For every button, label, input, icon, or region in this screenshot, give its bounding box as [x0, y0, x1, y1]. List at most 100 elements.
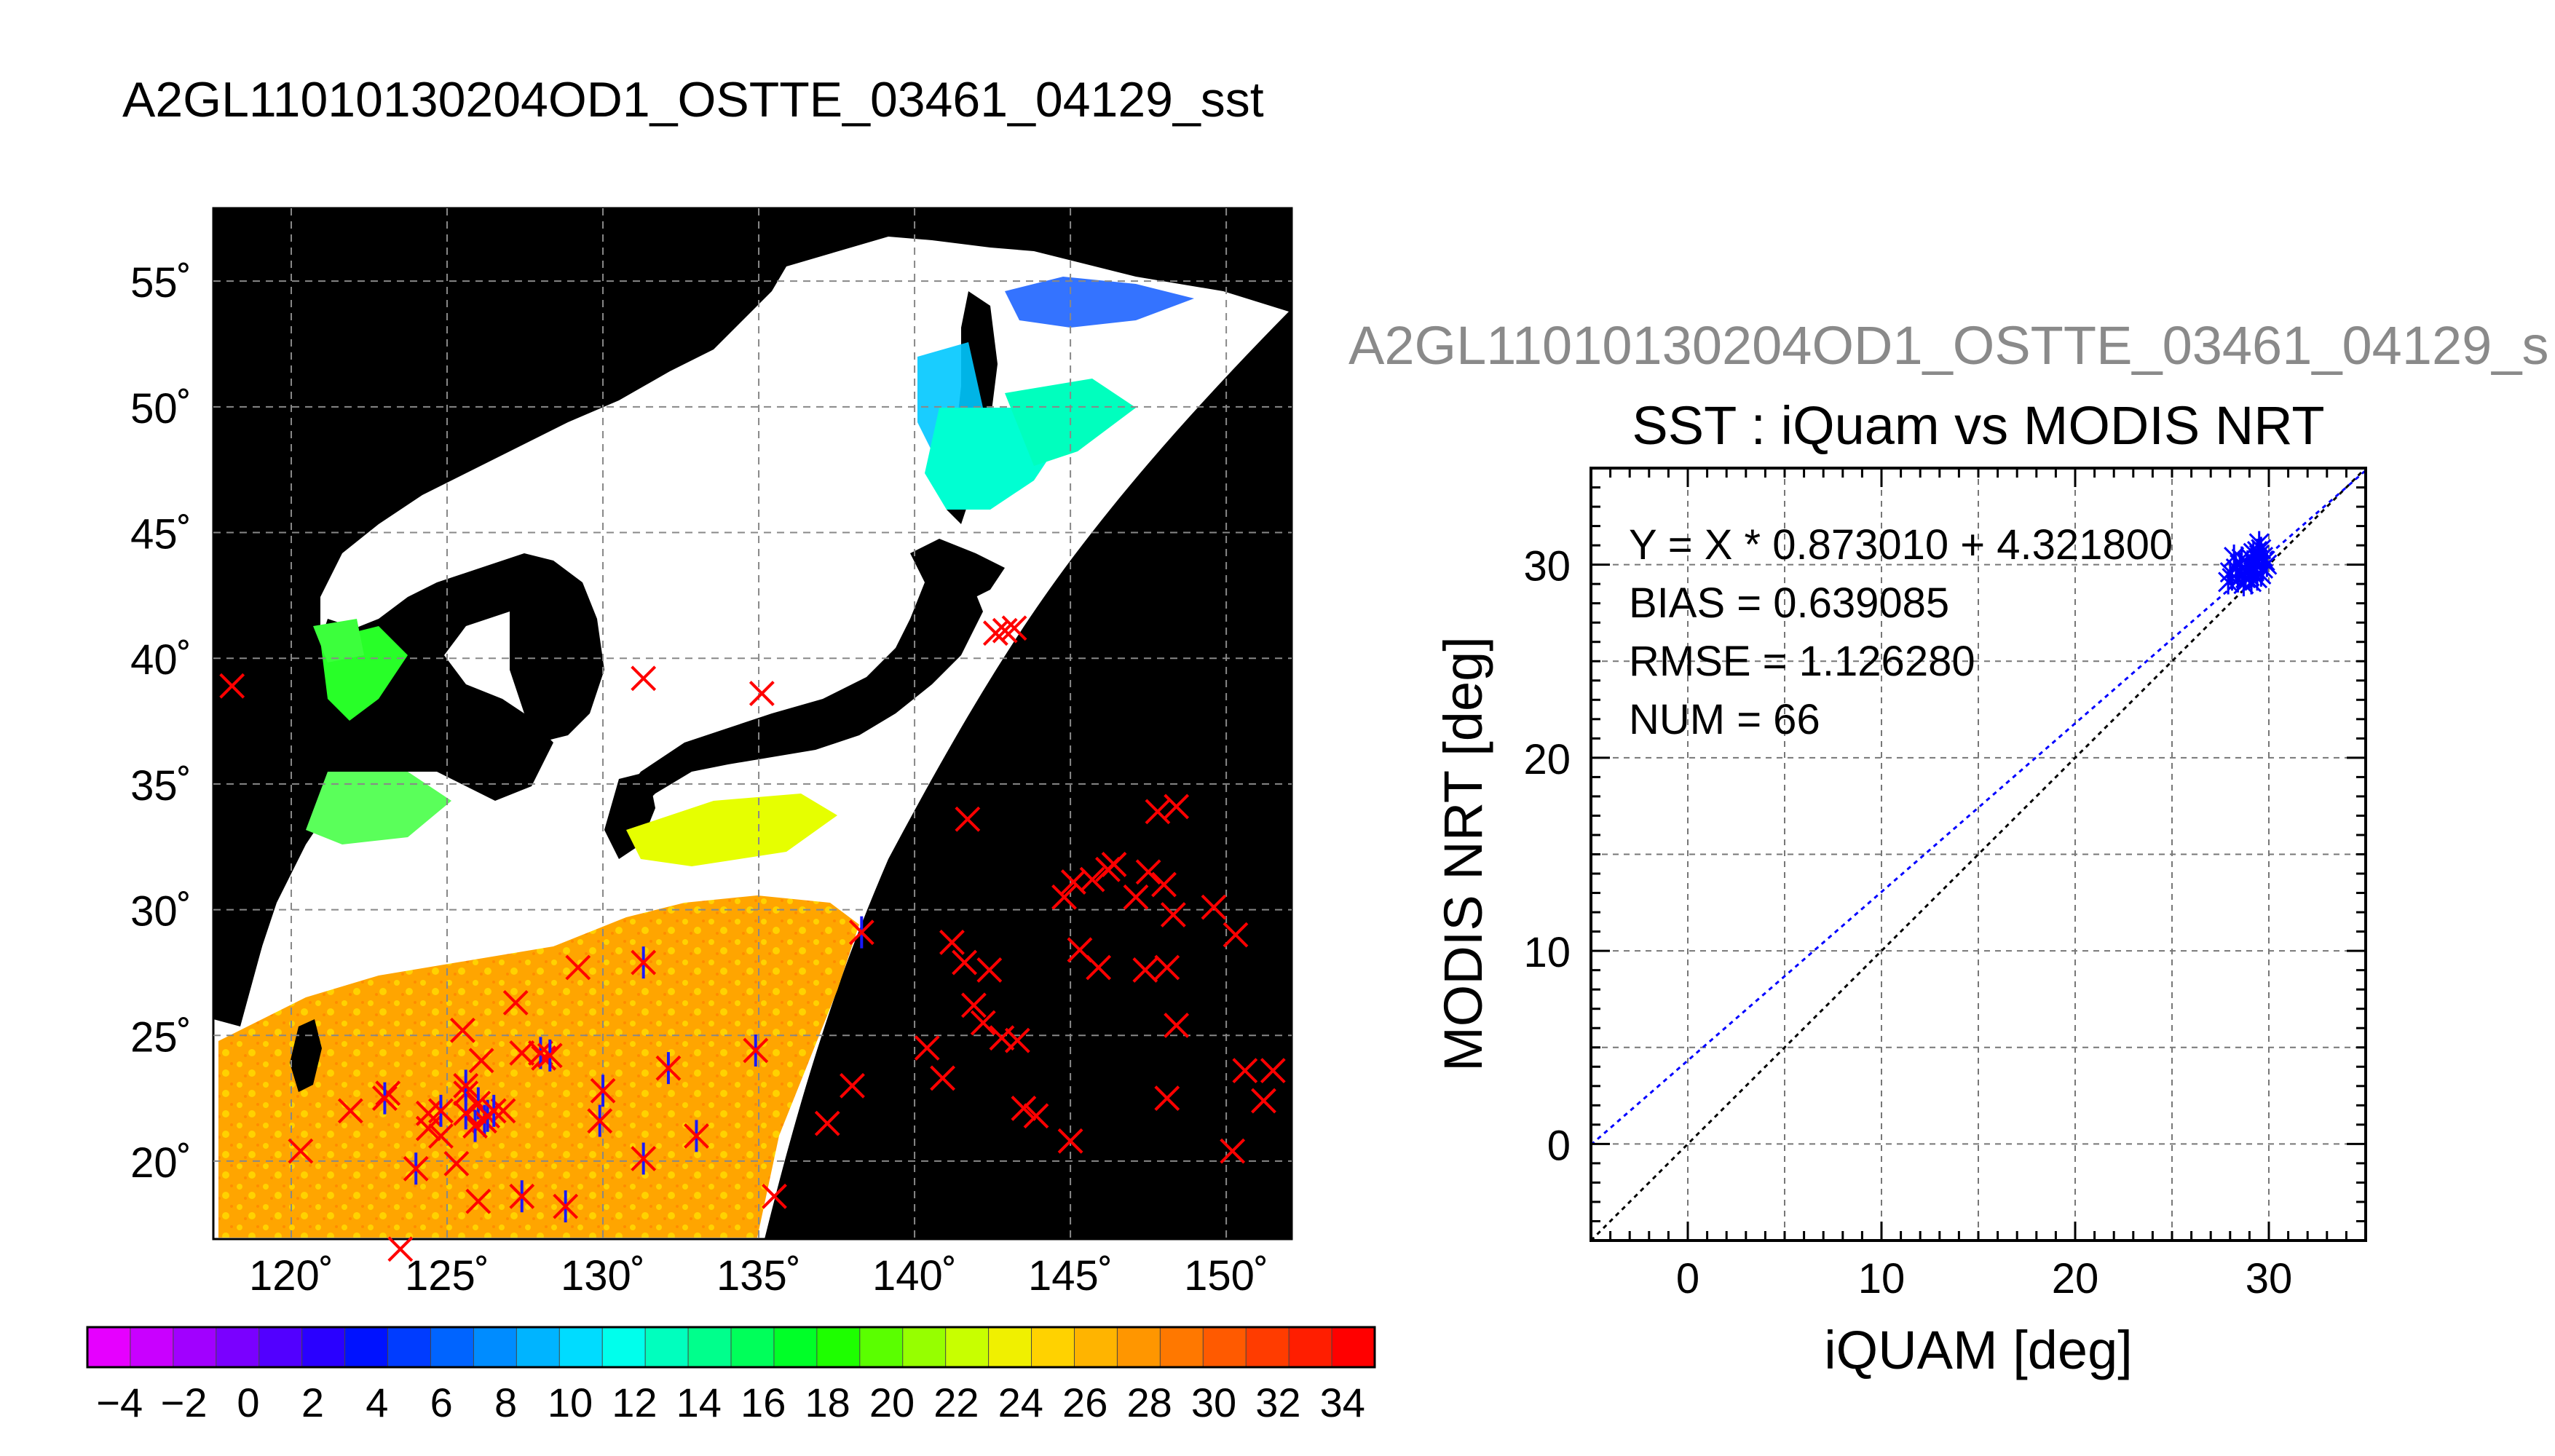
identity-line — [1591, 468, 2366, 1241]
y-tick-label: 10 — [1523, 929, 1571, 976]
iquam-match-marker — [1164, 794, 1190, 820]
iquam-match-marker — [337, 1098, 363, 1124]
colorbar-cell — [173, 1327, 217, 1367]
lon-tick-label: 135˚ — [716, 1252, 801, 1299]
iquam-match-marker — [989, 1025, 1015, 1051]
iquam-match-marker — [955, 806, 981, 832]
colorbar-tick-label: 34 — [1320, 1380, 1365, 1425]
colorbar-cell — [559, 1327, 603, 1367]
iquam-match-marker — [1145, 799, 1171, 825]
land-japan-honshu — [619, 575, 983, 815]
iquam-match-marker — [914, 1035, 940, 1061]
x-tick-label: 0 — [1676, 1255, 1699, 1302]
buoy-star-cross — [631, 1146, 657, 1171]
colorbar-cell — [602, 1327, 646, 1367]
y-tick-label: 20 — [1523, 736, 1571, 783]
colorbar-cell — [430, 1327, 474, 1367]
iquam-match-marker — [465, 1188, 491, 1214]
colorbar-cell — [988, 1327, 1032, 1367]
colorbar-tick-label: 28 — [1126, 1380, 1172, 1425]
y-axis-label: MODIS NRT [deg] — [1433, 636, 1493, 1072]
buoy-star-cross — [372, 1085, 398, 1112]
sst-zone-bohai — [313, 619, 364, 662]
iquam-match-marker — [952, 949, 977, 976]
iquam-match-marker — [939, 930, 965, 955]
lon-tick-label: 140˚ — [872, 1252, 957, 1299]
scatter-point — [2219, 560, 2240, 585]
stats-annotation: Y = X * 0.873010 + 4.321800 — [1629, 521, 2173, 569]
colorbar-tick-label: 30 — [1191, 1380, 1236, 1425]
iquam-match-marker — [840, 1072, 865, 1099]
iquam-match-marker — [502, 989, 529, 1016]
colorbar-tick-label: 0 — [237, 1380, 259, 1425]
iquam-match-marker — [1079, 866, 1105, 893]
colorbar-cell — [1289, 1327, 1332, 1367]
colorbar-cell — [859, 1327, 904, 1367]
buoy-star-cross — [631, 949, 657, 976]
lat-tick-label: 45˚ — [130, 511, 191, 558]
colorbar-cell — [1074, 1327, 1118, 1367]
land-mainland-china — [213, 208, 786, 1026]
iquam-match-marker — [490, 1098, 516, 1124]
scatter-point — [2231, 546, 2252, 571]
buoy-star-cross — [465, 1091, 491, 1116]
buoy-star-cross — [481, 1098, 507, 1124]
buoy-star-cross — [453, 1100, 479, 1126]
land-hokkaido — [910, 539, 1005, 604]
iquam-match-marker — [1132, 957, 1158, 983]
iquam-match-marker — [1154, 1085, 1180, 1112]
buoy-star-cross — [428, 1098, 454, 1124]
map-grid — [213, 208, 1292, 1239]
colorbar-cell — [945, 1327, 990, 1367]
buoy-star-cross — [743, 1037, 769, 1064]
iquam-match-marker — [509, 1040, 535, 1066]
colorbar-cell — [1031, 1327, 1075, 1367]
colorbar-tick-label: 4 — [366, 1380, 388, 1425]
sst-zone-japan-south-yellow — [626, 794, 837, 866]
lat-tick-label: 30˚ — [130, 888, 191, 935]
main-title: A2GL11010130204OD1_OSTTE_03461_04129_sst — [122, 72, 1264, 127]
map-latitude-labels: 55˚ 50˚ 45˚ 40˚ 35˚ 30˚ 25˚ 20˚ — [130, 259, 191, 1187]
iquam-match-marker — [631, 665, 657, 692]
plot-minor-ticks — [1590, 467, 2367, 1242]
colorbar-tick-label: 22 — [933, 1380, 979, 1425]
land-taiwan-overlay — [290, 1019, 322, 1092]
colorbar-tick-label: 14 — [676, 1380, 722, 1425]
iquam-match-marker — [443, 1150, 470, 1176]
colorbar-tick-label: 20 — [869, 1380, 915, 1425]
colorbar-cell — [1117, 1327, 1161, 1367]
y-tick-label: 0 — [1547, 1122, 1571, 1169]
map-markers — [219, 615, 1286, 1262]
iquam-match-marker — [1011, 1095, 1037, 1121]
colorbar-cell — [645, 1327, 689, 1367]
buoy-star-cross — [587, 1108, 613, 1134]
colorbar-cell — [216, 1327, 260, 1367]
stats-annotation: BIAS = 0.639085 — [1629, 579, 1949, 627]
iquam-match-marker — [1251, 1088, 1276, 1114]
colorbar-cell — [1332, 1327, 1375, 1367]
iquam-match-marker — [450, 1017, 475, 1043]
buoy-star-cross — [537, 1042, 563, 1069]
iquam-match-marker — [1086, 954, 1112, 981]
plot-tick-labels: 0 10 20 30 0 10 20 30 — [1523, 543, 2292, 1302]
iquam-match-marker — [288, 1138, 314, 1164]
colorbar-cell — [301, 1327, 346, 1367]
iquam-match-marker — [1123, 884, 1149, 910]
side-title: A2GL11010130204OD1_OSTTE_03461_04129_s — [1348, 315, 2549, 376]
iquam-match-marker — [387, 1236, 414, 1262]
x-tick-label: 30 — [2246, 1255, 2293, 1302]
scatter-panel: SST : iQuam vs MODIS NRT 0 10 20 300102030 … — [1433, 395, 2367, 1380]
colorbar-cell — [1203, 1327, 1247, 1367]
colorbar-cell — [258, 1327, 303, 1367]
iquam-match-marker — [468, 1048, 494, 1074]
iquam-match-marker — [1151, 871, 1177, 898]
iquam-match-marker — [565, 954, 591, 981]
iquam-match-marker — [982, 620, 1008, 646]
buoy-star-cross — [403, 1155, 429, 1182]
buoy-star-cross — [655, 1055, 682, 1081]
buoy-star-cross — [848, 919, 874, 946]
iquam-match-marker — [1057, 1128, 1083, 1154]
buoy-star-cross — [590, 1077, 616, 1104]
colorbar-cells — [87, 1327, 1375, 1367]
